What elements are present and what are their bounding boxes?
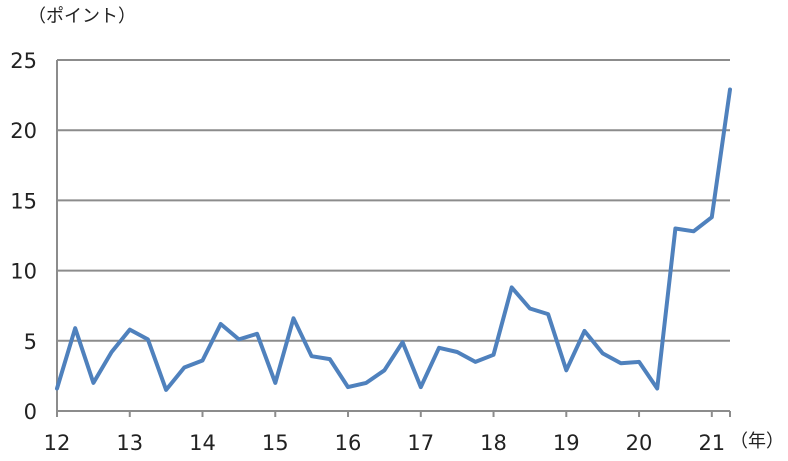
x-tick-label: 18 [480,431,507,455]
x-tick-label: 21 [698,431,725,455]
x-tick-label: 14 [189,431,216,455]
y-unit-label: （ポイント） [28,6,136,27]
y-tick-label: 15 [10,189,37,213]
series-line [55,87,732,392]
y-axis-ticks: 0 5 10 15 20 25 [10,49,37,424]
y-tick-label: 5 [24,330,37,354]
x-tick-label: 16 [335,431,362,455]
y-tick-label: 0 [24,400,37,424]
x-axis-ticks: 12 13 14 15 16 17 18 19 20 21 [44,411,725,455]
x-unit-label: （年） [730,431,784,452]
x-tick-label: 19 [553,431,580,455]
x-tick-label: 12 [44,431,71,455]
series-group [55,87,732,392]
gridlines [57,59,730,342]
y-tick-label: 10 [10,260,37,284]
axes [56,60,731,417]
y-tick-label: 25 [10,49,37,73]
x-tick-label: 15 [262,431,289,455]
x-tick-label: 17 [407,431,434,455]
y-tick-label: 20 [10,119,37,143]
x-tick-label: 20 [626,431,653,455]
x-tick-label: 13 [116,431,143,455]
